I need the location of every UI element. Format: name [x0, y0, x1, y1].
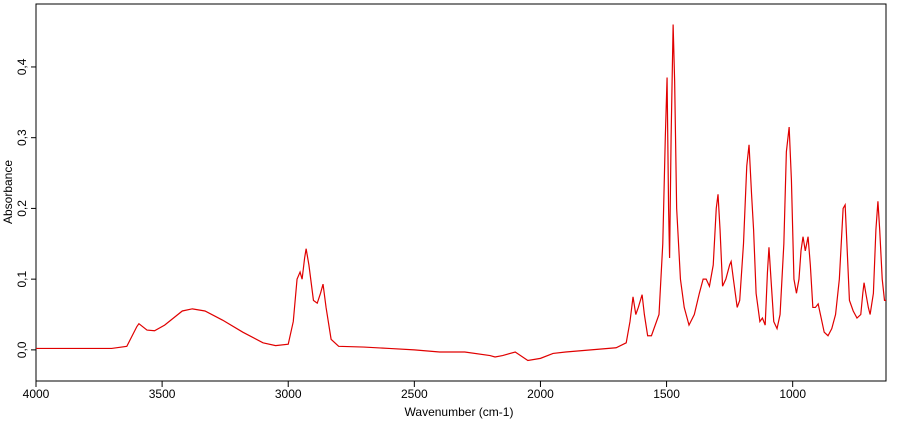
- y-tick-label: 0,0: [15, 341, 29, 358]
- y-tick-label: 0,1: [15, 270, 29, 287]
- plot-frame: [35, 3, 887, 382]
- x-tick-label: 1500: [653, 387, 680, 401]
- spectrum-line: [36, 24, 886, 362]
- y-tick-label: 0,2: [15, 200, 29, 217]
- y-axis-label: Absorbance: [1, 160, 15, 224]
- x-tick-label: 2500: [401, 387, 428, 401]
- x-tick-label: 1000: [779, 387, 806, 401]
- x-tick-label: 3500: [149, 387, 176, 401]
- y-tick-label: 0,3: [15, 129, 29, 146]
- x-axis-label: Wavenumber (cm-1): [405, 405, 514, 419]
- x-tick-label: 3000: [275, 387, 302, 401]
- y-tick-label: 0,4: [15, 58, 29, 75]
- x-tick-label: 4000: [23, 387, 50, 401]
- x-tick-label: 2000: [527, 387, 554, 401]
